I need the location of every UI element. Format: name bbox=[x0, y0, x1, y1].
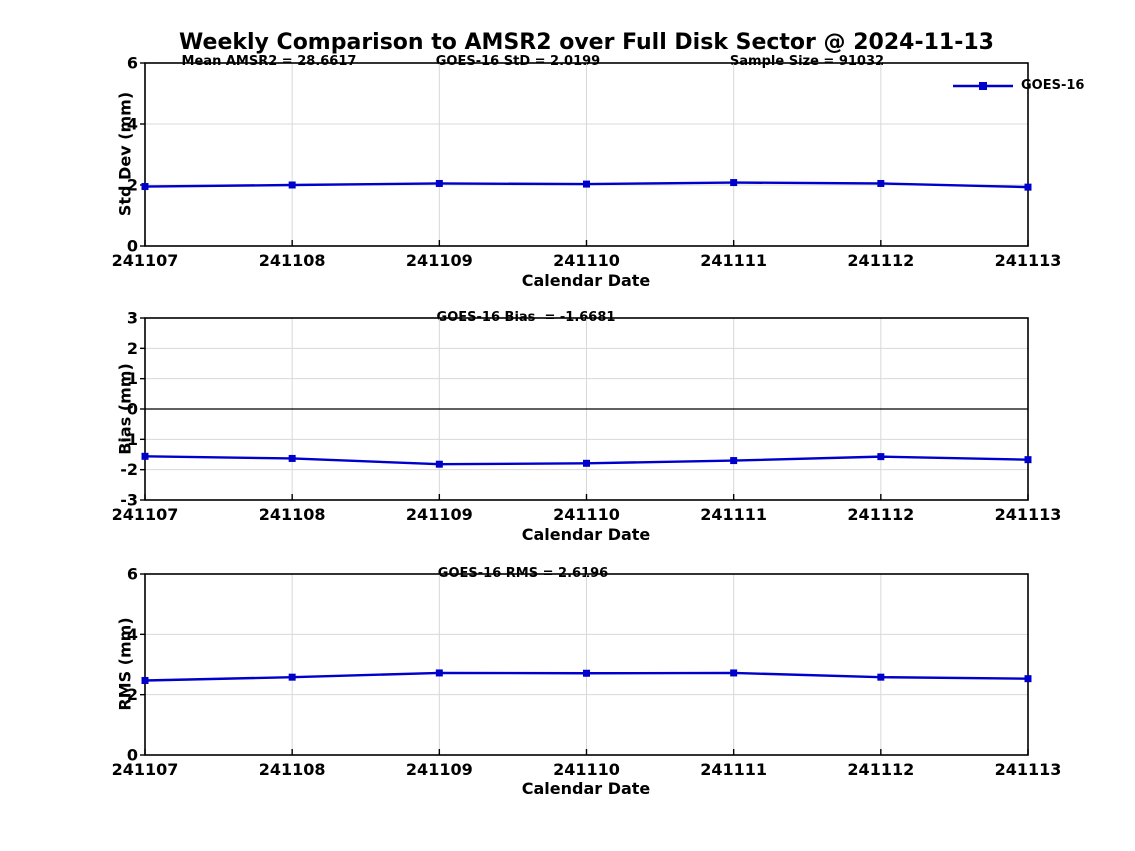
x-tick-label: 241111 bbox=[700, 760, 767, 779]
y-tick-label: 6 bbox=[127, 54, 138, 73]
x-tick-label: 241107 bbox=[112, 505, 179, 524]
y-tick-label: -1 bbox=[120, 430, 138, 449]
x-tick-label: 241113 bbox=[995, 251, 1062, 270]
subplot-1: 241107 241108 241109 241110 241111 241112 2411… bbox=[112, 309, 1062, 525]
x-tick-label: 241109 bbox=[406, 760, 473, 779]
data-point-marker bbox=[1024, 183, 1032, 191]
bias-x-axis-label: Calendar Date bbox=[521, 525, 651, 544]
x-tick-label: 241110 bbox=[553, 251, 620, 270]
rms-x-axis-label: Calendar Date bbox=[521, 779, 651, 798]
x-tick-label: 241108 bbox=[259, 505, 326, 524]
x-tick-label: 241111 bbox=[700, 505, 767, 524]
legend-label: GOES-16 bbox=[1021, 78, 1085, 93]
y-tick-label: 1 bbox=[127, 369, 138, 388]
y-tick-label: 0 bbox=[127, 746, 138, 765]
x-tick-label: 241109 bbox=[406, 251, 473, 270]
x-tick-label: 241107 bbox=[112, 251, 179, 270]
data-point-marker bbox=[877, 673, 885, 681]
x-tick-label: 241112 bbox=[847, 760, 914, 779]
data-point-marker bbox=[435, 179, 443, 187]
data-point-marker bbox=[730, 179, 738, 187]
annotation-goes16-std: GOES-16 StD = 2.0199 bbox=[435, 54, 601, 69]
data-point-marker bbox=[1024, 675, 1032, 683]
x-tick-label: 241108 bbox=[259, 251, 326, 270]
x-tick-label: 241112 bbox=[847, 251, 914, 270]
x-tick-label: 241110 bbox=[553, 760, 620, 779]
legend: GOES-16 bbox=[952, 78, 1084, 93]
y-tick-label: 0 bbox=[127, 237, 138, 256]
data-point-marker bbox=[583, 669, 590, 677]
y-tick-label: 0 bbox=[127, 400, 138, 419]
annotation-mean-amsr2: Mean AMSR2 = 28.6617 bbox=[181, 54, 357, 69]
x-tick-label: 241107 bbox=[112, 760, 179, 779]
data-point-marker bbox=[288, 673, 296, 681]
annotation-sample-size: Sample Size = 91032 bbox=[729, 54, 885, 69]
data-point-marker bbox=[583, 180, 590, 188]
data-point-marker bbox=[877, 179, 885, 187]
data-point-marker bbox=[435, 460, 443, 468]
y-tick-label: 2 bbox=[127, 685, 138, 704]
x-tick-label: 241113 bbox=[995, 505, 1062, 524]
data-point-marker bbox=[141, 452, 149, 460]
x-tick-label: 241113 bbox=[995, 760, 1062, 779]
subplot-0: 241107 241108 241109 241110 241111 241112 2411… bbox=[112, 54, 1062, 271]
data-point-marker bbox=[730, 669, 738, 677]
x-tick-label: 241110 bbox=[553, 505, 620, 524]
stddev-x-axis-label: Calendar Date bbox=[521, 271, 651, 290]
data-point-marker bbox=[141, 183, 149, 191]
y-tick-label: 6 bbox=[127, 565, 138, 584]
data-point-marker bbox=[288, 454, 296, 462]
y-tick-label: 2 bbox=[127, 339, 138, 358]
y-tick-label: 2 bbox=[127, 176, 138, 195]
x-tick-label: 241112 bbox=[847, 505, 914, 524]
x-tick-label: 241108 bbox=[259, 760, 326, 779]
data-point-marker bbox=[435, 669, 443, 677]
y-tick-label: -3 bbox=[120, 491, 138, 510]
data-point-marker bbox=[1024, 456, 1032, 464]
x-tick-label: 241109 bbox=[406, 505, 473, 524]
subplot-2: 241107 241108 241109 241110 241111 241112 2411… bbox=[112, 565, 1062, 780]
data-point-marker bbox=[730, 457, 738, 465]
y-tick-label: -2 bbox=[120, 460, 138, 479]
data-point-marker bbox=[288, 181, 296, 189]
x-tick-label: 241111 bbox=[700, 251, 767, 270]
data-point-marker bbox=[877, 453, 885, 461]
data-point-marker bbox=[583, 459, 590, 467]
legend-line-sample bbox=[953, 81, 1013, 90]
y-tick-label: 3 bbox=[127, 309, 138, 328]
chart-title: Weekly Comparison to AMSR2 over Full Dis… bbox=[179, 30, 994, 55]
y-tick-label: 4 bbox=[127, 625, 138, 644]
y-tick-label: 4 bbox=[127, 115, 138, 134]
data-point-marker bbox=[141, 676, 149, 684]
